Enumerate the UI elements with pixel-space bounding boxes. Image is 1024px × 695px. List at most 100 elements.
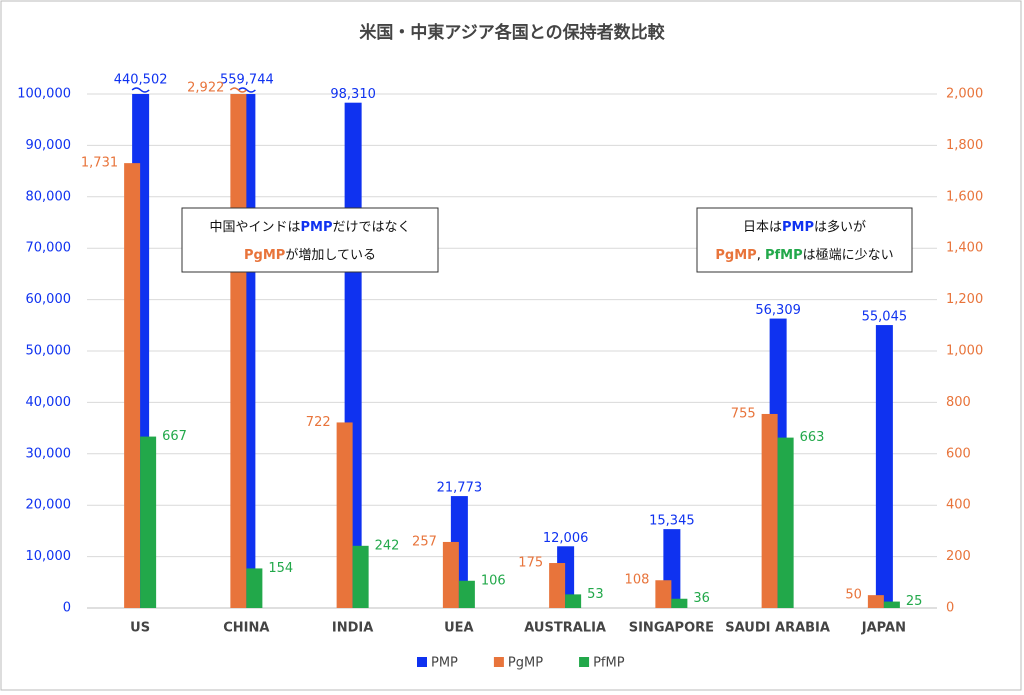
y2-tick-label: 800 (946, 395, 971, 410)
y-tick-label: 20,000 (26, 498, 72, 513)
legend-label: PMP (431, 656, 458, 671)
bar (124, 163, 141, 608)
data-label: 1,731 (81, 156, 118, 171)
annotation-span: PgMP (715, 248, 756, 263)
x-tick-label: JAPAN (861, 621, 906, 636)
legend-swatch (579, 657, 590, 667)
data-label: 667 (162, 429, 187, 444)
bar (867, 595, 884, 608)
annotation-span: は多いが (814, 219, 866, 235)
x-tick-label: SINGAPORE (629, 621, 714, 636)
bar (336, 422, 353, 608)
annotation-box (696, 207, 913, 273)
y-tick-label: 100,000 (17, 87, 71, 102)
chart-title: 米国・中東アジア各国との保持者数比較 (359, 22, 665, 43)
data-label: 242 (375, 538, 400, 553)
data-label: 55,045 (862, 310, 908, 325)
data-label: 25 (906, 594, 923, 609)
annotation-text: 日本はPMPは多いが (743, 219, 866, 235)
y2-tick-label: 1,200 (946, 292, 983, 307)
x-tick-label: SAUDI ARABIA (725, 621, 830, 636)
data-label: 106 (481, 573, 506, 588)
bar (883, 601, 900, 608)
bar (655, 580, 672, 608)
annotation-span: PgMP (244, 248, 285, 263)
x-tick-label: AUSTRALIA (524, 621, 606, 636)
bar (875, 325, 893, 608)
y-tick-label: 40,000 (26, 395, 72, 410)
data-label: 56,309 (755, 303, 801, 318)
y-tick-label: 90,000 (26, 138, 72, 153)
x-tick-label: US (130, 621, 150, 636)
annotation-span: PfMP (765, 248, 803, 263)
axis-break (229, 87, 247, 93)
data-label: 108 (625, 573, 650, 588)
data-label: 50 (845, 588, 862, 603)
y2-tick-label: 1,600 (946, 189, 983, 204)
annotation-span: だけではなく (333, 220, 411, 235)
annotation-span: 日本は (743, 220, 782, 235)
annotation-span: PMP (301, 220, 333, 235)
data-label: 175 (518, 556, 543, 571)
bar (352, 545, 369, 608)
bar (777, 437, 794, 608)
y2-tick-label: 400 (946, 498, 971, 513)
y2-tick-label: 600 (946, 446, 971, 461)
annotation-span: , (757, 248, 765, 263)
data-label: 21,773 (437, 481, 483, 496)
data-label: 154 (268, 561, 293, 576)
bar (458, 580, 475, 608)
axis-break (237, 87, 256, 93)
axis-break (131, 87, 150, 93)
legend-label: PfMP (593, 656, 625, 671)
data-label: 2,922 (187, 81, 224, 96)
y2-tick-label: 1,800 (946, 138, 983, 153)
x-tick-label: UEA (444, 621, 474, 636)
data-label: 559,744 (220, 73, 274, 88)
data-label: 722 (306, 415, 331, 430)
data-label: 663 (800, 430, 825, 445)
annotation-text: 中国やインドはPMPだけではなく (209, 220, 410, 235)
bar (549, 563, 566, 608)
bar (671, 598, 688, 608)
y2-tick-label: 1,400 (946, 241, 983, 256)
legend-swatch (493, 657, 504, 667)
bar (246, 568, 263, 608)
data-label: 755 (731, 406, 756, 421)
annotation-text: PgMP, PfMPは極端に少ない (715, 247, 893, 263)
y-tick-label: 10,000 (26, 549, 72, 564)
data-label: 257 (412, 534, 437, 549)
annotation-span: は極端に少ない (803, 247, 894, 263)
y-tick-label: 70,000 (26, 241, 72, 256)
x-tick-label: CHINA (223, 621, 269, 636)
x-tick-label: INDIA (332, 621, 373, 636)
bar (442, 541, 459, 608)
bar (761, 413, 778, 608)
bar (140, 436, 157, 608)
data-label: 440,502 (114, 73, 168, 88)
legend-label: PgMP (508, 656, 543, 671)
annotation-text: PgMPが増加している (244, 248, 376, 263)
data-label: 36 (693, 591, 710, 606)
data-label: 12,006 (543, 531, 589, 546)
data-label: 98,310 (330, 87, 376, 102)
y-tick-label: 60,000 (26, 292, 72, 307)
annotation-span: 中国やインドは (209, 220, 300, 235)
y-tick-label: 80,000 (26, 189, 72, 204)
y2-tick-label: 2,000 (946, 87, 983, 102)
y-tick-label: 0 (63, 601, 71, 616)
annotation-span: PMP (782, 220, 814, 235)
y2-tick-label: 0 (946, 601, 954, 616)
data-label: 15,345 (649, 514, 695, 529)
y2-tick-label: 200 (946, 549, 971, 564)
legend-swatch (417, 657, 427, 667)
y2-tick-label: 1,000 (946, 344, 983, 359)
annotation-box (181, 207, 439, 273)
y-tick-label: 30,000 (26, 446, 72, 461)
y-tick-label: 50,000 (26, 344, 72, 359)
annotation-span: が増加している (285, 248, 376, 263)
bar (565, 594, 582, 608)
data-label: 53 (587, 587, 604, 602)
